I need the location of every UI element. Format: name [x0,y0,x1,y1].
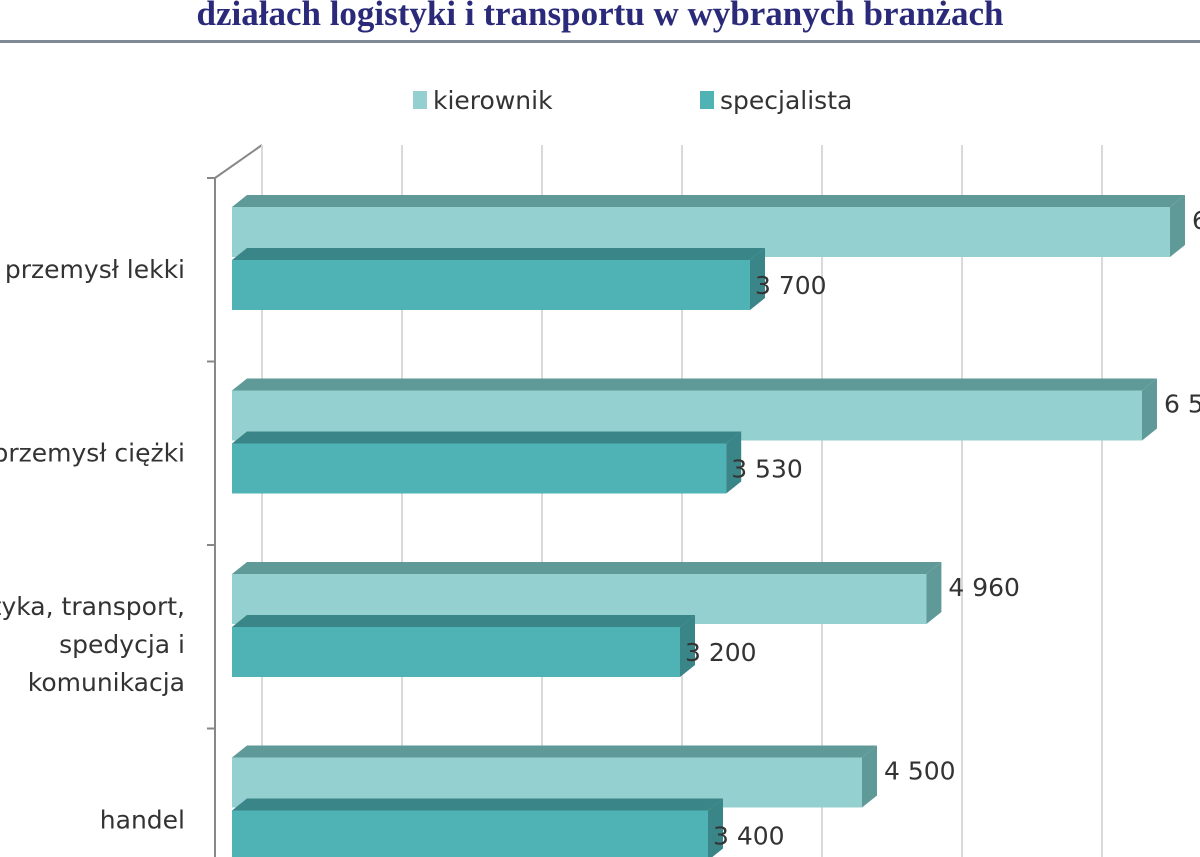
data-label: 6 500 [1164,390,1200,419]
bar-side-face [708,798,723,857]
bar-specjalista [232,627,680,677]
legend-label: kierownik [433,86,553,115]
bar-side-face [862,745,877,808]
bar-side-face [1170,195,1185,257]
data-label: 4 500 [884,757,956,786]
bar-specjalista [232,260,750,310]
data-label: 4 960 [948,573,1020,602]
legend-swatch [700,91,714,109]
bar-specjalista [232,443,727,494]
bar-top-face [232,798,723,811]
category-label: handel [100,805,185,834]
title-divider [0,40,1200,43]
bar-top-face [232,248,765,260]
bar-top-face [232,562,942,574]
bar-side-face [726,431,742,494]
category-label: logistyka, transport,spedycja ikomunikac… [0,592,185,697]
data-label: 3 400 [713,822,785,851]
data-label: 6 700 [1192,206,1200,235]
data-label: 3 530 [731,455,803,484]
y-axis-depth [214,144,263,179]
chart-title: działach logistyki i transportu w wybran… [196,0,1004,33]
category-label: przemysł lekki [5,255,185,284]
bar-side-face [680,615,695,677]
data-label: 3 700 [755,271,827,300]
bar-top-face [232,745,877,758]
bar-specjalista [232,810,708,857]
bar-side-face [750,248,765,310]
bar-top-face [232,195,1185,207]
bar-side-face [926,562,942,624]
data-label: 3 200 [685,638,757,667]
bar-top-face [232,431,742,444]
category-label: przemysł ciężki [0,438,185,467]
bar-top-face [232,615,695,627]
legend-label: specjalista [720,86,852,115]
legend-swatch [413,91,427,109]
bar-top-face [232,378,1157,391]
bar-side-face [1142,378,1157,441]
